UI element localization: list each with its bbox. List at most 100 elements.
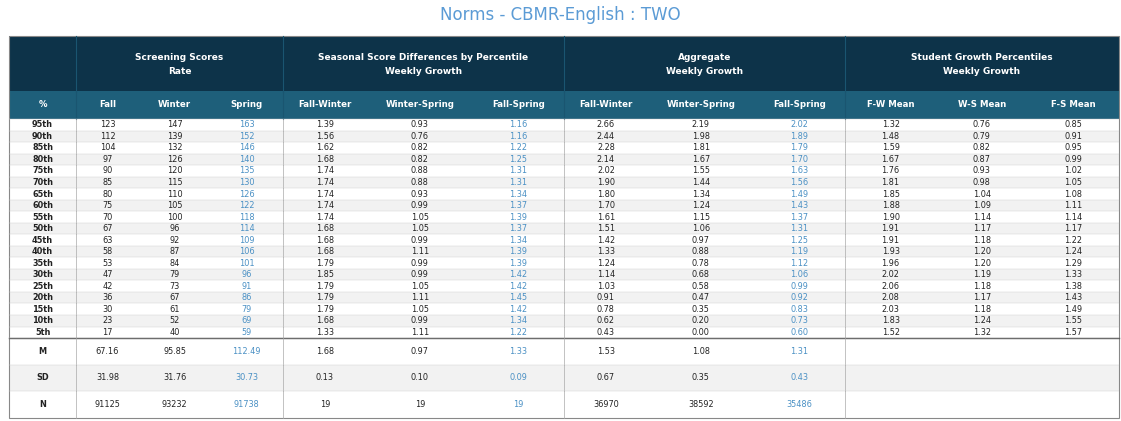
Text: 1.22: 1.22 — [509, 144, 527, 152]
Text: 0.97: 0.97 — [410, 347, 428, 356]
Text: 1.09: 1.09 — [973, 201, 991, 210]
Text: 1.76: 1.76 — [881, 166, 900, 176]
Text: 47: 47 — [102, 270, 112, 279]
Text: 1.37: 1.37 — [790, 213, 808, 221]
Text: 80th: 80th — [33, 155, 53, 164]
Text: 139: 139 — [167, 132, 183, 141]
Text: 1.62: 1.62 — [316, 144, 334, 152]
Text: 163: 163 — [239, 120, 254, 129]
Text: Winter: Winter — [158, 100, 192, 109]
Text: 1.02: 1.02 — [1064, 166, 1082, 176]
Text: 91: 91 — [242, 282, 252, 291]
Text: 1.16: 1.16 — [509, 132, 527, 141]
Text: 2.28: 2.28 — [597, 144, 614, 152]
Text: 130: 130 — [239, 178, 254, 187]
Text: 1.22: 1.22 — [1064, 236, 1082, 245]
Text: 92: 92 — [169, 236, 179, 245]
Text: 1.42: 1.42 — [596, 236, 615, 245]
Text: 0.76: 0.76 — [973, 120, 991, 129]
Text: 1.32: 1.32 — [973, 328, 991, 337]
Text: 105: 105 — [167, 201, 183, 210]
Text: 1.68: 1.68 — [316, 347, 334, 356]
Text: 0.68: 0.68 — [692, 270, 710, 279]
Text: 1.14: 1.14 — [596, 270, 615, 279]
Text: 1.06: 1.06 — [790, 270, 808, 279]
Text: 1.43: 1.43 — [790, 201, 808, 210]
Text: 100: 100 — [167, 213, 183, 221]
Text: N: N — [39, 400, 46, 409]
Text: 110: 110 — [167, 189, 183, 199]
Text: 10th: 10th — [33, 316, 53, 325]
Text: 0.85: 0.85 — [1064, 120, 1082, 129]
Text: 0.79: 0.79 — [973, 132, 991, 141]
Text: 132: 132 — [167, 144, 183, 152]
Text: 2.06: 2.06 — [881, 282, 899, 291]
Text: Student Growth Percentiles: Student Growth Percentiles — [911, 53, 1053, 62]
Text: 1.37: 1.37 — [509, 224, 527, 233]
Text: Weekly Growth: Weekly Growth — [943, 67, 1020, 76]
Text: 1.31: 1.31 — [509, 166, 527, 176]
Text: 1.33: 1.33 — [316, 328, 334, 337]
Text: 17: 17 — [102, 328, 112, 337]
Text: 1.68: 1.68 — [316, 247, 334, 256]
Text: Fall-Winter: Fall-Winter — [298, 100, 352, 109]
Text: 1.29: 1.29 — [1064, 258, 1082, 268]
Text: 36: 36 — [102, 293, 112, 302]
Text: Norms - CBMR-English : TWO: Norms - CBMR-English : TWO — [441, 6, 680, 24]
Text: 30.73: 30.73 — [235, 373, 258, 382]
Text: 40th: 40th — [33, 247, 53, 256]
Text: 1.18: 1.18 — [973, 282, 991, 291]
Text: 96: 96 — [242, 270, 252, 279]
Text: 0.60: 0.60 — [790, 328, 808, 337]
Text: 35th: 35th — [33, 258, 53, 268]
Text: 55th: 55th — [33, 213, 53, 221]
Text: 79: 79 — [242, 305, 252, 314]
Text: 2.02: 2.02 — [790, 120, 808, 129]
Text: 95.85: 95.85 — [164, 347, 186, 356]
Text: 1.06: 1.06 — [692, 224, 710, 233]
Text: Fall-Spring: Fall-Spring — [772, 100, 826, 109]
Text: 1.43: 1.43 — [1064, 293, 1082, 302]
Text: 112: 112 — [100, 132, 115, 141]
Text: 1.37: 1.37 — [509, 201, 527, 210]
Text: 1.52: 1.52 — [881, 328, 899, 337]
Text: 93232: 93232 — [161, 400, 187, 409]
Text: 1.68: 1.68 — [316, 236, 334, 245]
Text: 2.02: 2.02 — [597, 166, 614, 176]
Text: 152: 152 — [239, 132, 254, 141]
Text: 85: 85 — [102, 178, 112, 187]
Text: 112.49: 112.49 — [232, 347, 261, 356]
Text: 0.91: 0.91 — [596, 293, 615, 302]
Text: 1.39: 1.39 — [509, 213, 527, 221]
Text: 0.78: 0.78 — [597, 305, 614, 314]
Text: 0.97: 0.97 — [692, 236, 710, 245]
Text: 1.03: 1.03 — [596, 282, 615, 291]
Text: 1.74: 1.74 — [316, 201, 334, 210]
Text: 1.33: 1.33 — [596, 247, 615, 256]
Text: 147: 147 — [167, 120, 183, 129]
Text: 0.99: 0.99 — [410, 270, 428, 279]
Text: 1.15: 1.15 — [692, 213, 710, 221]
Text: 1.49: 1.49 — [1064, 305, 1082, 314]
Text: 85th: 85th — [33, 144, 53, 152]
Text: 1.25: 1.25 — [790, 236, 808, 245]
Text: 114: 114 — [239, 224, 254, 233]
Text: W-S Mean: W-S Mean — [957, 100, 1006, 109]
Text: 35486: 35486 — [786, 400, 813, 409]
Text: 1.70: 1.70 — [790, 155, 808, 164]
Text: 104: 104 — [100, 144, 115, 152]
Text: 0.99: 0.99 — [1064, 155, 1082, 164]
Text: F-S Mean: F-S Mean — [1050, 100, 1095, 109]
Text: 42: 42 — [102, 282, 112, 291]
Text: 1.31: 1.31 — [790, 224, 808, 233]
Text: 75: 75 — [102, 201, 112, 210]
Text: 0.13: 0.13 — [316, 373, 334, 382]
Text: 36970: 36970 — [593, 400, 619, 409]
Text: 1.18: 1.18 — [973, 305, 991, 314]
Text: 0.58: 0.58 — [692, 282, 710, 291]
Text: 135: 135 — [239, 166, 254, 176]
Text: 0.35: 0.35 — [692, 305, 710, 314]
Text: 1.11: 1.11 — [1064, 201, 1082, 210]
Text: 50th: 50th — [33, 224, 53, 233]
Text: Fall: Fall — [99, 100, 115, 109]
